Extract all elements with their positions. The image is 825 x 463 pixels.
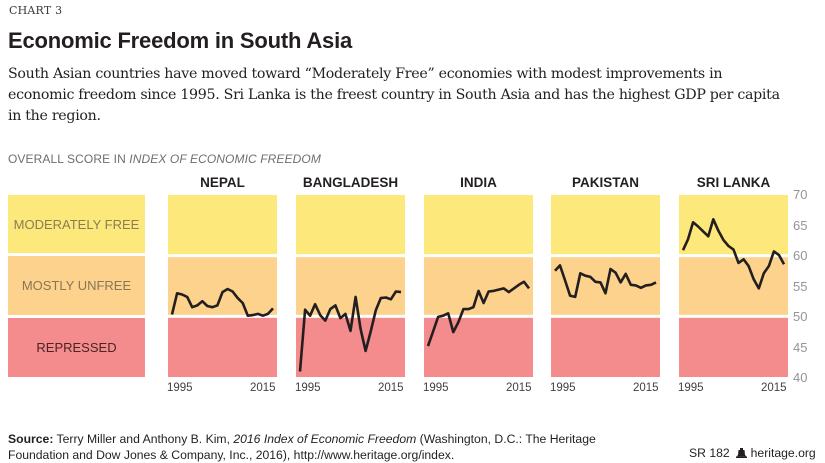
source-text-2: (Washington, D.C.: The Heritage Foundati… (8, 432, 596, 462)
y-tick-50: 50 (793, 309, 808, 324)
series-line-nepal (170, 287, 274, 318)
liberty-bell-icon (735, 448, 747, 458)
series-line-india (426, 280, 531, 347)
legend-moderately-free: MODERATELY FREE (8, 195, 145, 253)
site-link[interactable]: heritage.org (750, 446, 816, 460)
panel-title-nepal: NEPAL (200, 175, 245, 190)
x-tick-start-nepal: 1995 (167, 382, 193, 394)
band-india-moderately-free (424, 195, 533, 255)
y-axis-title-prefix: OVERALL SCORE IN (8, 152, 130, 166)
legend-mostly-unfree: MOSTLY UNFREE (8, 256, 145, 315)
chart-kicker: CHART 3 (9, 4, 63, 17)
series-line-sri-lanka (681, 218, 786, 290)
y-axis-title: OVERALL SCORE IN INDEX OF ECONOMIC FREED… (8, 152, 321, 166)
x-tick-end-sri-lanka: 2015 (761, 382, 787, 394)
band-nepal-mostly-unfree (168, 257, 277, 315)
legend-repressed: REPRESSED (8, 318, 145, 377)
panel-title-sri-lanka: SRI LANKA (696, 175, 771, 190)
band-bangladesh-mostly-unfree (296, 257, 405, 315)
y-tick-60: 60 (793, 248, 808, 263)
y-tick-40: 40 (793, 370, 808, 385)
source-text-1: Terry Miller and Anthony B. Kim, (53, 432, 234, 446)
x-tick-end-india: 2015 (506, 382, 532, 394)
series-line-bangladesh (298, 290, 402, 372)
band-pakistan-moderately-free (551, 195, 660, 255)
band-india-mostly-unfree (424, 257, 533, 315)
band-bangladesh-moderately-free (296, 195, 405, 255)
source-note: Source: Terry Miller and Anthony B. Kim,… (8, 431, 628, 463)
band-nepal-moderately-free (168, 195, 277, 255)
band-pakistan-repressed (551, 317, 660, 377)
panel-title-pakistan: PAKISTAN (572, 175, 639, 190)
band-india-repressed (424, 317, 533, 377)
x-tick-end-pakistan: 2015 (633, 382, 659, 394)
x-tick-start-sri-lanka: 1995 (678, 382, 704, 394)
x-tick-start-pakistan: 1995 (550, 382, 576, 394)
chart-title: Economic Freedom in South Asia (8, 28, 353, 53)
series-layer (170, 218, 786, 372)
source-label: Source: (8, 432, 54, 446)
y-tick-55: 55 (793, 279, 808, 294)
panel-title-india: INDIA (460, 175, 497, 190)
panel-title-bangladesh: BANGLADESH (302, 175, 399, 190)
report-credit: SR 182 heritage.org (689, 446, 816, 460)
source-italic: 2016 Index of Economic Freedom (233, 432, 417, 446)
band-nepal-repressed (168, 317, 277, 377)
y-tick-45: 45 (793, 340, 808, 355)
x-tick-end-nepal: 2015 (250, 382, 276, 394)
chart-subtitle: South Asian countries have moved toward … (8, 66, 780, 124)
band-sri-lanka-mostly-unfree (679, 257, 788, 315)
y-tick-70: 70 (793, 187, 808, 202)
x-tick-end-bangladesh: 2015 (378, 382, 404, 394)
x-tick-start-india: 1995 (423, 382, 449, 394)
x-tick-start-bangladesh: 1995 (295, 382, 321, 394)
series-line-pakistan (554, 264, 657, 299)
band-sri-lanka-repressed (679, 317, 788, 377)
report-id: SR 182 (689, 446, 730, 460)
band-layer (168, 195, 788, 377)
y-axis-title-italic: INDEX OF ECONOMIC FREEDOM (129, 152, 321, 166)
y-tick-65: 65 (793, 218, 808, 233)
